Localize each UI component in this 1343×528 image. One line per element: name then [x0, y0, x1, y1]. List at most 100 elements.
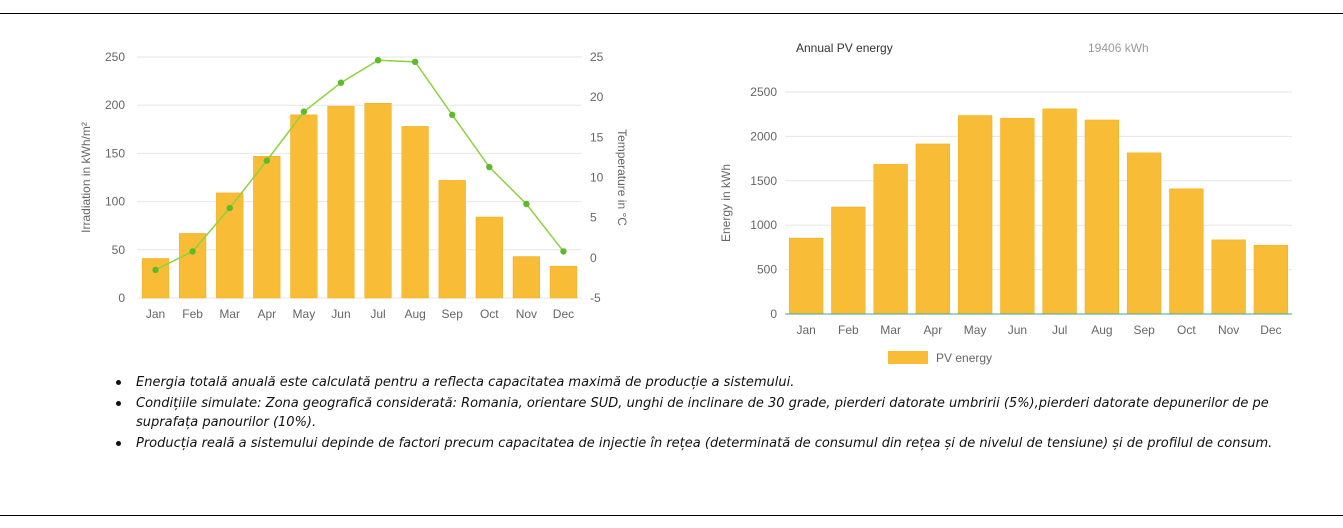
temperature-point [523, 200, 530, 208]
y-tick-label: 250 [105, 50, 125, 64]
temperature-point [300, 108, 308, 115]
irradiation-temperature-chart: 0 50 100 150 200 250 -5 0 5 10 15 20 25 Jan Feb Mar Apr M… [79, 50, 629, 321]
y-axis-label: Irradiation in kWh/m² [79, 122, 93, 233]
y-tick-label: 500 [757, 263, 777, 277]
irradiation-bar [179, 233, 207, 299]
annual-pv-label: Annual PV energy [796, 41, 893, 55]
irradiation-bar [438, 180, 466, 299]
x-tick-label: Jan [796, 323, 815, 337]
pv-energy-bar [1042, 108, 1077, 315]
x-tick-label: Aug [1091, 323, 1112, 337]
x-tick-label: Aug [404, 307, 425, 321]
y-tick-label: 150 [105, 146, 125, 160]
y2-axis-label: Temperature in °C [615, 129, 629, 226]
y-tick-label: 0 [118, 291, 125, 305]
temperature-point [449, 111, 456, 119]
x-tick-label: Jul [370, 307, 385, 321]
notes-list: Energia totală anuală este calculată pen… [112, 373, 1292, 455]
pv-energy-chart: Annual PV energy 19406 kWh 0 500 1000 1500 200… [719, 41, 1292, 365]
pv-energy-bar [873, 164, 908, 315]
pv-energy-bar [1000, 117, 1035, 315]
x-tick-label: Jun [1008, 323, 1027, 337]
temperature-point [560, 248, 567, 255]
bottom-divider [0, 515, 1343, 516]
x-tick-label: Oct [480, 307, 499, 321]
x-tick-label: Apr [924, 323, 943, 337]
y2-tick-label: -5 [590, 291, 601, 305]
y-tick-label: 1000 [750, 218, 777, 232]
temperature-point [152, 266, 159, 274]
y-tick-label: 2000 [750, 129, 777, 143]
pv-energy-chart-panel: Annual PV energy 19406 kWh 0 500 1000 1500 200… [680, 22, 1320, 370]
irradiation-bar [512, 256, 540, 299]
y2-tick-label: 20 [590, 90, 604, 104]
x-tick-label: Jan [146, 307, 165, 321]
x-tick-label: Nov [1218, 323, 1239, 337]
pv-energy-bar [1084, 119, 1120, 315]
y-tick-label: 200 [105, 98, 125, 112]
pv-energy-bar [1169, 188, 1204, 315]
temperature-point [226, 204, 233, 212]
y-tick-label: 50 [112, 243, 126, 257]
note-item: Energia totală anuală este calculată pen… [112, 373, 1292, 392]
x-tick-label: Jul [1052, 323, 1067, 337]
temperature-point [411, 58, 419, 66]
note-text: Energia totală anuală este calculată pen… [136, 375, 795, 390]
y2-tick-label: 5 [590, 211, 597, 225]
y-tick-label: 100 [105, 195, 125, 209]
note-item: Condițiile simulate: Zona geografică con… [112, 394, 1292, 432]
y2-tick-label: 15 [590, 130, 604, 144]
x-tick-label: Dec [553, 307, 574, 321]
legend-swatch [888, 351, 928, 364]
note-text: Producția reală a sistemului depinde de … [136, 436, 1273, 451]
temperature-point [337, 79, 345, 86]
temperature-point [189, 248, 196, 255]
x-tick-label: Feb [838, 323, 859, 337]
y-tick-label: 2500 [750, 85, 777, 99]
temperature-point [263, 157, 270, 164]
x-tick-label: Mar [880, 323, 901, 337]
x-tick-label: Sep [442, 307, 464, 321]
x-tick-label: May [293, 307, 316, 321]
y2-tick-label: 10 [590, 171, 604, 185]
annual-pv-value: 19406 kWh [1088, 41, 1149, 55]
x-tick-label: Dec [1260, 323, 1281, 337]
y-tick-label: 0 [770, 307, 777, 321]
x-tick-label: Mar [219, 307, 240, 321]
pv-energy-bar [831, 206, 866, 315]
y-axis-label: Energy in kWh [719, 164, 733, 242]
note-item: Producția reală a sistemului depinde de … [112, 434, 1292, 453]
irradiation-bar [549, 265, 578, 299]
temperature-point [374, 57, 382, 64]
x-tick-label: May [964, 323, 987, 337]
x-tick-label: Sep [1133, 323, 1155, 337]
x-tick-label: Feb [182, 307, 203, 321]
x-tick-label: Apr [257, 307, 276, 321]
pv-energy-bar [915, 143, 951, 315]
pv-energy-bar [1211, 239, 1246, 315]
irradiation-temperature-chart-panel: 0 50 100 150 200 250 -5 0 5 10 15 20 25 Jan Feb Mar Apr M… [60, 22, 660, 370]
note-text: Condițiile simulate: Zona geografică con… [136, 396, 1269, 430]
bullet-icon [116, 401, 121, 406]
pv-energy-bar [957, 115, 993, 315]
irradiation-bar [253, 156, 281, 299]
irradiation-bar [401, 126, 429, 299]
pv-energy-bar [788, 237, 824, 315]
x-tick-label: Nov [516, 307, 537, 321]
bullet-icon [116, 441, 121, 446]
temperature-point [486, 163, 493, 171]
irradiation-bar [327, 105, 355, 299]
top-divider [0, 13, 1343, 14]
irradiation-bar [364, 103, 392, 299]
bullet-icon [116, 380, 121, 385]
pv-energy-bar [1126, 152, 1162, 315]
y-tick-label: 1500 [750, 174, 777, 188]
x-tick-label: Jun [331, 307, 350, 321]
irradiation-bar [475, 216, 503, 299]
temperature-line [155, 59, 565, 271]
irradiation-bar [290, 114, 318, 299]
legend-label: PV energy [936, 351, 992, 365]
y2-tick-label: 0 [590, 251, 597, 265]
x-tick-label: Oct [1177, 323, 1196, 337]
y2-tick-label: 25 [590, 50, 604, 64]
